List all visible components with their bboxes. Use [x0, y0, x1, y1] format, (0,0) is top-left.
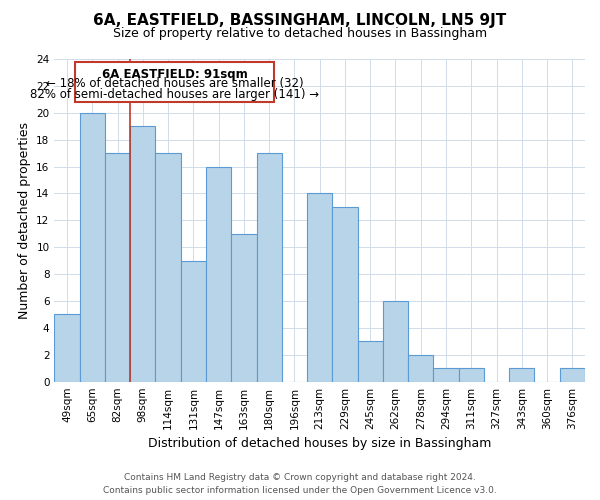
Bar — [433, 368, 458, 382]
Bar — [332, 207, 358, 382]
Bar — [509, 368, 535, 382]
Bar — [80, 113, 105, 382]
Text: Contains HM Land Registry data © Crown copyright and database right 2024.
Contai: Contains HM Land Registry data © Crown c… — [103, 473, 497, 495]
Bar — [181, 260, 206, 382]
Text: ← 18% of detached houses are smaller (32): ← 18% of detached houses are smaller (32… — [46, 77, 303, 90]
Bar — [231, 234, 257, 382]
Bar — [130, 126, 155, 382]
Bar — [383, 301, 408, 382]
Bar — [105, 153, 130, 382]
Bar — [458, 368, 484, 382]
Text: 82% of semi-detached houses are larger (141) →: 82% of semi-detached houses are larger (… — [30, 88, 319, 101]
Text: 6A EASTFIELD: 91sqm: 6A EASTFIELD: 91sqm — [101, 68, 247, 80]
FancyBboxPatch shape — [74, 62, 274, 102]
Bar — [55, 314, 80, 382]
Bar — [307, 194, 332, 382]
Bar — [257, 153, 282, 382]
X-axis label: Distribution of detached houses by size in Bassingham: Distribution of detached houses by size … — [148, 437, 491, 450]
Bar — [206, 166, 231, 382]
Bar — [408, 355, 433, 382]
Text: Size of property relative to detached houses in Bassingham: Size of property relative to detached ho… — [113, 28, 487, 40]
Bar — [155, 153, 181, 382]
Text: 6A, EASTFIELD, BASSINGHAM, LINCOLN, LN5 9JT: 6A, EASTFIELD, BASSINGHAM, LINCOLN, LN5 … — [94, 12, 506, 28]
Bar — [358, 342, 383, 382]
Y-axis label: Number of detached properties: Number of detached properties — [18, 122, 31, 319]
Bar — [560, 368, 585, 382]
